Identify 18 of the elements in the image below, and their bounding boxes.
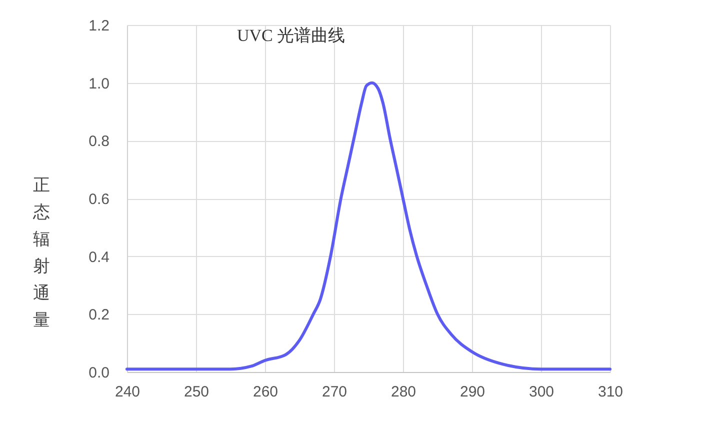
y-tick-label: 0.8 <box>88 133 110 150</box>
x-tick-label: 250 <box>184 384 210 400</box>
x-tick-label: 270 <box>322 384 348 400</box>
y-tick-label: 0.4 <box>88 248 110 266</box>
x-tick-label: 280 <box>390 384 416 400</box>
x-tick-label: 290 <box>460 384 486 400</box>
y-tick-label: 1.0 <box>88 75 110 92</box>
x-tick-label: 260 <box>252 384 278 400</box>
y-tick-label: 0.2 <box>88 306 110 324</box>
chart-title: UVC 光谱曲线 <box>237 26 346 45</box>
x-tick-label: 240 <box>114 384 140 400</box>
x-tick-label: 310 <box>598 384 624 400</box>
y-axis-title: 正态辐射通量 <box>32 176 50 330</box>
line-series <box>126 81 612 371</box>
y-tick-label: 0.0 <box>88 364 110 382</box>
y-tick-label: 0.6 <box>88 191 110 208</box>
y-tick-label: 1.2 <box>88 18 110 34</box>
x-tick-label: 300 <box>528 384 554 400</box>
